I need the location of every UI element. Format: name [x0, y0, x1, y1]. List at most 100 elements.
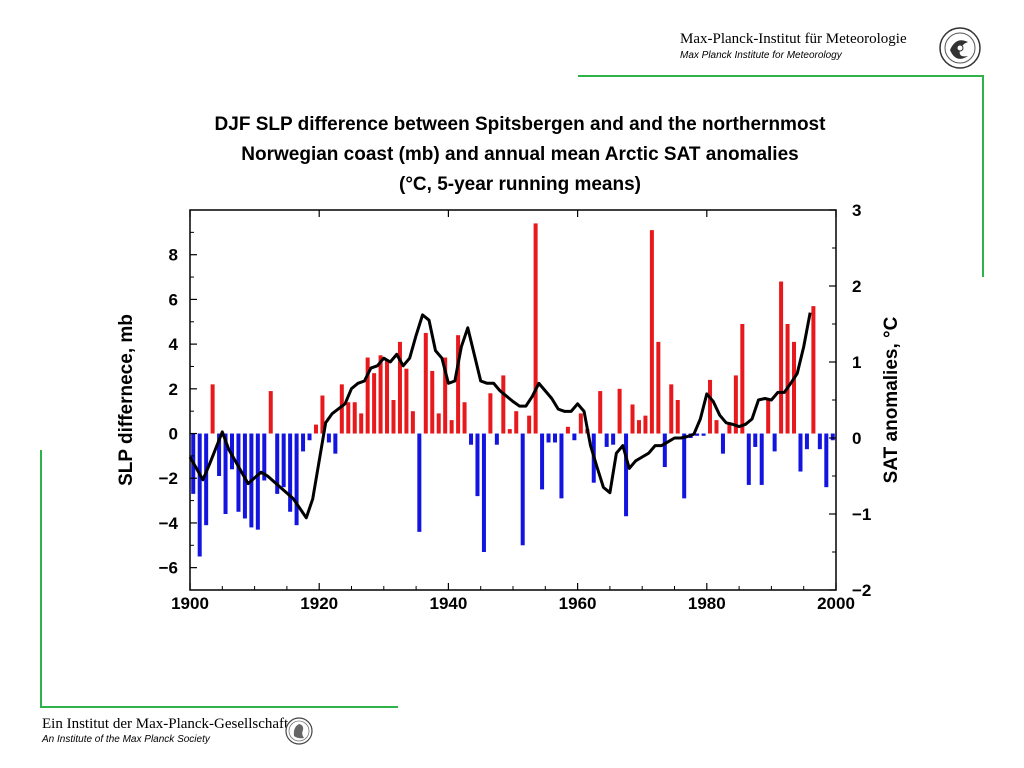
- y2-tick-label: −2: [852, 581, 871, 600]
- slp-bar: [456, 335, 461, 434]
- mpg-society-logo-icon: [285, 717, 313, 745]
- slp-bar: [210, 384, 215, 434]
- slp-bar: [359, 413, 364, 434]
- slp-bar: [617, 388, 622, 434]
- x-tick-label: 1900: [171, 594, 209, 613]
- slp-bar: [759, 433, 764, 485]
- slp-bar: [766, 400, 771, 434]
- slp-bar: [313, 424, 318, 434]
- slp-bar: [488, 393, 493, 434]
- slp-bar: [307, 433, 312, 441]
- slp-bar: [255, 433, 260, 530]
- slp-bar: [649, 230, 654, 434]
- x-tick-label: 1940: [429, 594, 467, 613]
- slp-bar: [494, 433, 499, 445]
- slp-bar: [811, 306, 816, 434]
- slp-bar: [333, 433, 338, 454]
- slp-bar: [720, 433, 725, 454]
- slp-bar: [546, 433, 551, 443]
- slp-bar: [798, 433, 803, 472]
- slp-bar: [695, 433, 700, 436]
- slp-bar: [792, 341, 797, 434]
- slp-bar: [682, 433, 687, 499]
- slp-bar: [675, 400, 680, 434]
- slp-bar: [824, 433, 829, 488]
- slp-bar: [352, 402, 357, 434]
- y-tick-label: −4: [159, 514, 179, 533]
- slp-bar: [727, 422, 732, 434]
- society-name-en: An Institute of the Max Planck Society: [42, 734, 210, 745]
- slp-bar: [481, 433, 486, 552]
- slp-bar: [436, 413, 441, 434]
- slp-bar: [449, 420, 454, 434]
- slp-bar: [410, 411, 415, 434]
- slp-bar: [565, 426, 570, 434]
- slp-bar: [475, 433, 480, 497]
- slp-bar: [630, 404, 635, 434]
- slp-bar: [785, 324, 790, 434]
- y2-tick-label: −1: [852, 505, 871, 524]
- slp-bar: [430, 370, 435, 434]
- slp-bar: [817, 433, 822, 450]
- slp-bar: [552, 433, 557, 443]
- slp-bar: [339, 384, 344, 434]
- y-tick-label: 4: [169, 335, 179, 354]
- slp-bar: [404, 368, 409, 434]
- slp-bar: [326, 433, 331, 443]
- slp-bar: [462, 402, 467, 434]
- institute-name-en: Max Planck Institute for Meteorology: [680, 50, 842, 61]
- sat-running-mean-line: [188, 312, 812, 520]
- slp-bar: [540, 433, 545, 490]
- slp-bar: [598, 391, 603, 434]
- slp-bar: [804, 433, 809, 450]
- slp-bar: [346, 402, 351, 434]
- y-axis-label: SLP differnece, mb: [116, 314, 137, 486]
- slp-bar: [268, 391, 273, 434]
- slp-bar: [301, 433, 306, 452]
- slp-bar: [643, 415, 648, 434]
- slp-bar: [443, 357, 448, 434]
- y2-tick-label: 1: [852, 353, 861, 372]
- slp-bar: [624, 433, 629, 517]
- x-tick-label: 2000: [817, 594, 855, 613]
- slp-bar: [656, 341, 661, 434]
- society-name-de: Ein Institut der Max-Planck-Gesellschaft: [42, 716, 289, 732]
- slp-bar: [578, 413, 583, 434]
- x-tick-label: 1920: [300, 594, 338, 613]
- slp-bar: [469, 433, 474, 445]
- slp-bar: [753, 433, 758, 447]
- slp-bar: [533, 223, 538, 434]
- slp-bar: [772, 433, 777, 452]
- slp-bar: [397, 341, 402, 434]
- chart-title-line-1: DJF SLP difference between Spitsbergen a…: [214, 114, 826, 135]
- chart-title-line-2: Norwegian coast (mb) and annual mean Arc…: [241, 144, 799, 165]
- y-tick-label: 6: [169, 290, 178, 309]
- slp-bar: [740, 324, 745, 434]
- chart-title-line-3: (°C, 5-year running means): [399, 174, 641, 195]
- x-tick-label: 1980: [688, 594, 726, 613]
- slp-bar: [611, 433, 616, 445]
- slp-bar: [378, 355, 383, 434]
- slp-bar: [365, 357, 370, 434]
- slp-bar: [288, 433, 293, 512]
- y-tick-label: −2: [159, 469, 178, 488]
- slp-bar: [507, 429, 512, 434]
- institute-name-de: Max-Planck-Institut für Meteorologie: [680, 31, 907, 47]
- y-tick-label: 0: [169, 425, 178, 444]
- slp-bar: [636, 420, 641, 434]
- top-divider-line: [578, 75, 984, 77]
- y2-tick-label: 2: [852, 277, 861, 296]
- slp-bar: [372, 373, 377, 434]
- left-divider-line: [40, 450, 42, 708]
- slp-bar: [229, 433, 234, 470]
- slp-bar: [236, 433, 241, 512]
- slp-bar: [733, 375, 738, 434]
- slp-bar: [320, 395, 325, 434]
- slp-bar: [669, 384, 674, 434]
- chart-title: DJF SLP difference between Spitsbergen a…: [100, 110, 940, 200]
- slp-bar: [514, 411, 519, 434]
- bottom-divider-line: [40, 706, 398, 708]
- slp-bar: [197, 433, 202, 557]
- slp-bar: [604, 433, 609, 447]
